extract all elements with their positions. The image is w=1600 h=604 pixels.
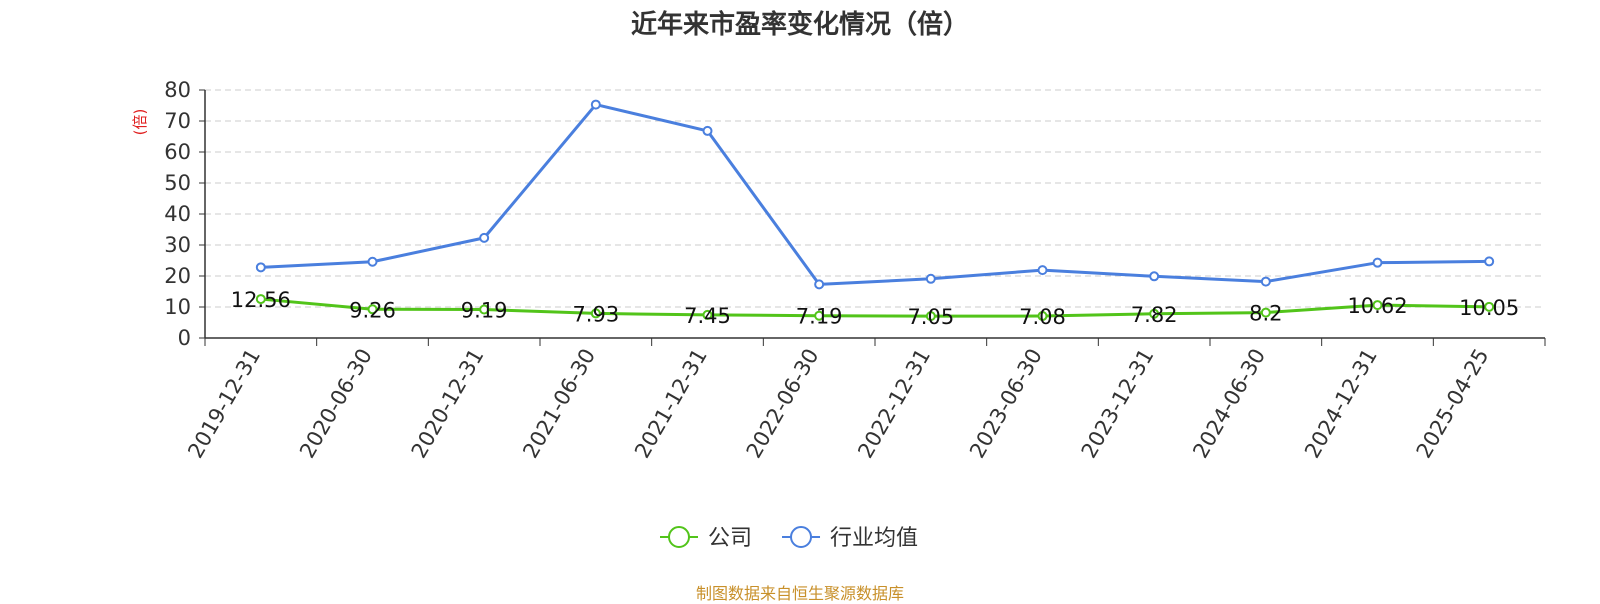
legend-label: 公司 [708, 526, 752, 551]
x-tick-label: 2023-12-31 [1077, 345, 1159, 463]
y-tick-label: 30 [164, 233, 191, 257]
data-point-1 [925, 273, 936, 284]
data-point-1 [814, 279, 825, 290]
source-note: 制图数据来自恒生聚源数据库 [695, 584, 904, 603]
data-point-0 [590, 308, 601, 319]
y-tick-label: 20 [164, 264, 191, 288]
data-label: 10.62 [1347, 294, 1407, 318]
data-point-0 [814, 310, 825, 321]
data-point-0 [479, 304, 490, 315]
data-point-0 [1372, 300, 1383, 311]
y-tick-label: 0 [178, 326, 191, 350]
x-tick-label: 2019-12-31 [183, 345, 265, 463]
data-point-0 [367, 304, 378, 315]
data-point-1 [1149, 271, 1160, 282]
legend-marker [668, 526, 690, 548]
x-tick-label: 2020-12-31 [407, 344, 489, 462]
data-point-0 [1484, 301, 1495, 312]
data-point-1 [255, 262, 266, 273]
legend-marker [790, 526, 813, 548]
grid-lines [205, 89, 1545, 308]
legend-label: 行业均值 [830, 526, 918, 551]
data-point-0 [255, 294, 266, 305]
series-line-1 [260, 103, 1490, 286]
data-label: 9.19 [461, 299, 508, 323]
x-tick-label: 2025-04-25 [1412, 345, 1494, 463]
y-tick-label: 70 [164, 109, 191, 133]
chart-title: 近年来市盈率变化情况（倍） [630, 10, 969, 40]
data-label: 10.05 [1459, 296, 1519, 320]
x-tick-label: 2022-12-31 [853, 344, 935, 462]
data-point-1 [479, 232, 490, 243]
data-point-0 [925, 311, 936, 322]
data-point-0 [1260, 307, 1271, 318]
data-label: 7.08 [1019, 305, 1066, 329]
y-axis-unit-label: (倍) [131, 109, 149, 136]
x-tick-label: 2022-06-30 [742, 345, 824, 463]
data-label: 12.56 [231, 288, 291, 312]
y-tick-label: 10 [164, 295, 191, 319]
series [255, 99, 1495, 322]
y-tick-label: 80 [164, 78, 191, 102]
x-tick-label: 2021-12-31 [630, 345, 712, 463]
data-point-1 [1037, 265, 1048, 276]
x-tick-label: 2021-06-30 [518, 345, 600, 463]
data-labels: 12.56 9.26 9.19 7.93 7.45 7.19 7.05 7.08 7.82 8.2… [231, 288, 1519, 329]
data-point-1 [702, 125, 713, 136]
data-point-1 [590, 99, 601, 110]
data-point-0 [1149, 308, 1160, 319]
x-tick-label: 2020-06-30 [295, 345, 377, 463]
data-label: 7.19 [796, 305, 843, 329]
x-tick-label: 2023-06-30 [965, 345, 1047, 463]
x-tick-label: 2024-06-30 [1188, 345, 1270, 463]
data-point-1 [1484, 256, 1495, 267]
x-tick-label: 2024-12-31 [1300, 345, 1382, 463]
data-point-0 [702, 309, 713, 320]
y-tick-label: 60 [164, 140, 191, 164]
data-label: 9.26 [349, 298, 396, 322]
legend[interactable]: 公司 行业均值 [660, 526, 918, 551]
data-label: 7.05 [907, 305, 954, 329]
data-label: 7.93 [572, 302, 619, 326]
y-tick-label: 50 [164, 171, 191, 195]
series-line-0 [260, 297, 1490, 318]
data-point-0 [1037, 311, 1048, 322]
data-point-1 [1260, 276, 1271, 287]
data-label: 7.45 [684, 304, 731, 328]
legend-item-1[interactable]: 行业均值 [782, 526, 918, 551]
data-point-1 [1372, 257, 1383, 268]
y-tick-label: 40 [164, 202, 191, 226]
data-label: 8.2 [1249, 302, 1282, 326]
legend-item-0[interactable]: 公司 [660, 526, 752, 551]
data-point-1 [367, 256, 378, 267]
data-label: 7.82 [1131, 303, 1178, 327]
